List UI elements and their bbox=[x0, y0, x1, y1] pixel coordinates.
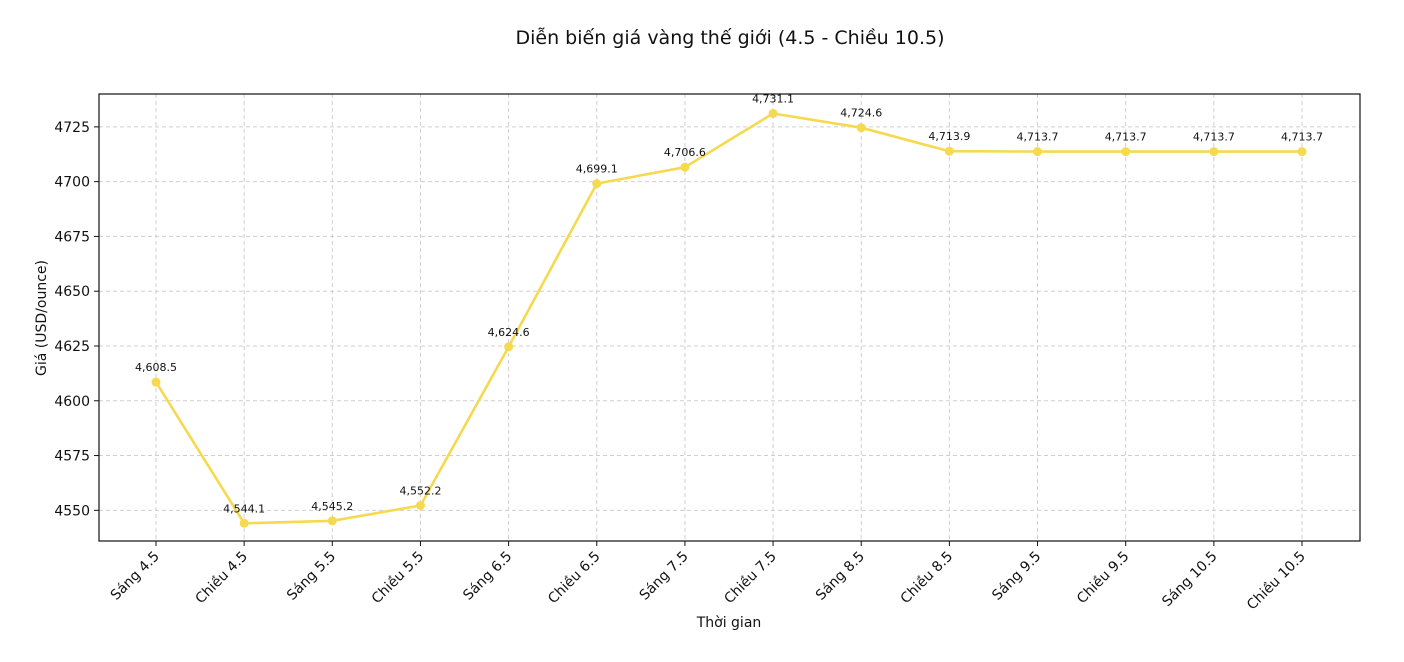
y-tick-label: 4550 bbox=[54, 503, 90, 519]
data-label: 4,713.9 bbox=[928, 130, 970, 143]
data-point bbox=[592, 179, 602, 189]
data-label: 4,699.1 bbox=[576, 163, 618, 176]
data-points bbox=[151, 109, 1307, 528]
data-label: 4,713.7 bbox=[1105, 131, 1147, 144]
data-label: 4,544.1 bbox=[223, 502, 265, 515]
data-point bbox=[1121, 147, 1131, 157]
data-label: 4,545.2 bbox=[311, 500, 353, 513]
x-tick-label: Sáng 9.5 bbox=[989, 549, 1044, 604]
x-tick-label: Chiều 9.5 bbox=[1073, 548, 1132, 607]
data-point bbox=[1033, 147, 1043, 157]
x-tick-label: Chiều 7.5 bbox=[721, 548, 780, 607]
x-tick-label: Sáng 10.5 bbox=[1159, 549, 1220, 610]
y-tick-label: 4650 bbox=[54, 284, 90, 300]
x-tick-label: Sáng 4.5 bbox=[108, 549, 163, 604]
x-tick-label: Sáng 5.5 bbox=[284, 549, 339, 604]
plot-frame bbox=[98, 93, 1361, 542]
data-label: 4,713.7 bbox=[1281, 131, 1323, 144]
x-tick-label: Chiều 8.5 bbox=[897, 548, 956, 607]
data-label: 4,731.1 bbox=[752, 93, 794, 106]
y-tick-label: 4725 bbox=[54, 120, 90, 136]
data-point bbox=[415, 501, 425, 511]
x-axis-label: Thời gian bbox=[696, 615, 762, 631]
chart-title: Diễn biến giá vàng thế giới (4.5 - Chiều… bbox=[516, 26, 945, 49]
data-point bbox=[1297, 147, 1307, 157]
data-point bbox=[768, 109, 778, 119]
data-label: 4,552.2 bbox=[399, 485, 441, 498]
x-tick-label: Sáng 7.5 bbox=[637, 549, 692, 604]
data-point bbox=[1209, 147, 1219, 157]
x-tick-label: Chiều 10.5 bbox=[1243, 548, 1309, 614]
data-label: 4,624.6 bbox=[488, 326, 530, 339]
data-label: 4,713.7 bbox=[1193, 131, 1235, 144]
data-point bbox=[680, 162, 690, 172]
x-tick-label: Chiều 5.5 bbox=[368, 548, 427, 607]
data-point bbox=[327, 516, 337, 526]
y-tick-label: 4600 bbox=[54, 394, 90, 410]
data-point bbox=[151, 377, 161, 387]
series-line bbox=[154, 112, 1304, 525]
data-label: 4,608.5 bbox=[135, 361, 177, 374]
y-tick-label: 4675 bbox=[54, 229, 90, 245]
data-label: 4,713.7 bbox=[1017, 131, 1059, 144]
data-point bbox=[239, 518, 249, 528]
y-axis-ticks: 4550 4575 4600 4625 4650 4675 4700 4725 bbox=[54, 120, 99, 519]
data-point bbox=[504, 342, 514, 352]
x-tick-label: Chiều 4.5 bbox=[192, 548, 251, 607]
data-labels: 4,608.5 4,544.1 4,545.2 4,552.2 4,624.6 4,699… bbox=[135, 93, 1323, 516]
x-tick-label: Sáng 8.5 bbox=[813, 549, 868, 604]
data-label: 4,724.6 bbox=[840, 107, 882, 120]
y-tick-label: 4575 bbox=[54, 449, 90, 465]
x-tick-label: Sáng 6.5 bbox=[460, 549, 515, 604]
data-label: 4,706.6 bbox=[664, 146, 706, 159]
x-tick-label: Chiều 6.5 bbox=[544, 548, 603, 607]
data-point bbox=[944, 146, 954, 156]
y-axis-label: Giá (USD/ounce) bbox=[34, 260, 50, 376]
x-axis-ticks: Sáng 4.5 Chiều 4.5 Sáng 5.5 Chiều 5.5 Sáng 6… bbox=[108, 541, 1309, 613]
data-point bbox=[856, 123, 866, 133]
grid bbox=[99, 94, 1360, 541]
y-tick-label: 4700 bbox=[54, 175, 90, 191]
y-tick-label: 4625 bbox=[54, 339, 90, 355]
